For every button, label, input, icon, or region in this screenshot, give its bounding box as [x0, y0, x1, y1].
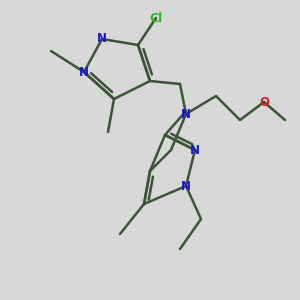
Text: N: N [181, 107, 191, 121]
Text: N: N [190, 143, 200, 157]
Text: N: N [79, 65, 89, 79]
Text: N: N [97, 32, 107, 46]
Text: N: N [181, 179, 191, 193]
Text: Cl: Cl [149, 11, 163, 25]
Text: O: O [259, 95, 269, 109]
